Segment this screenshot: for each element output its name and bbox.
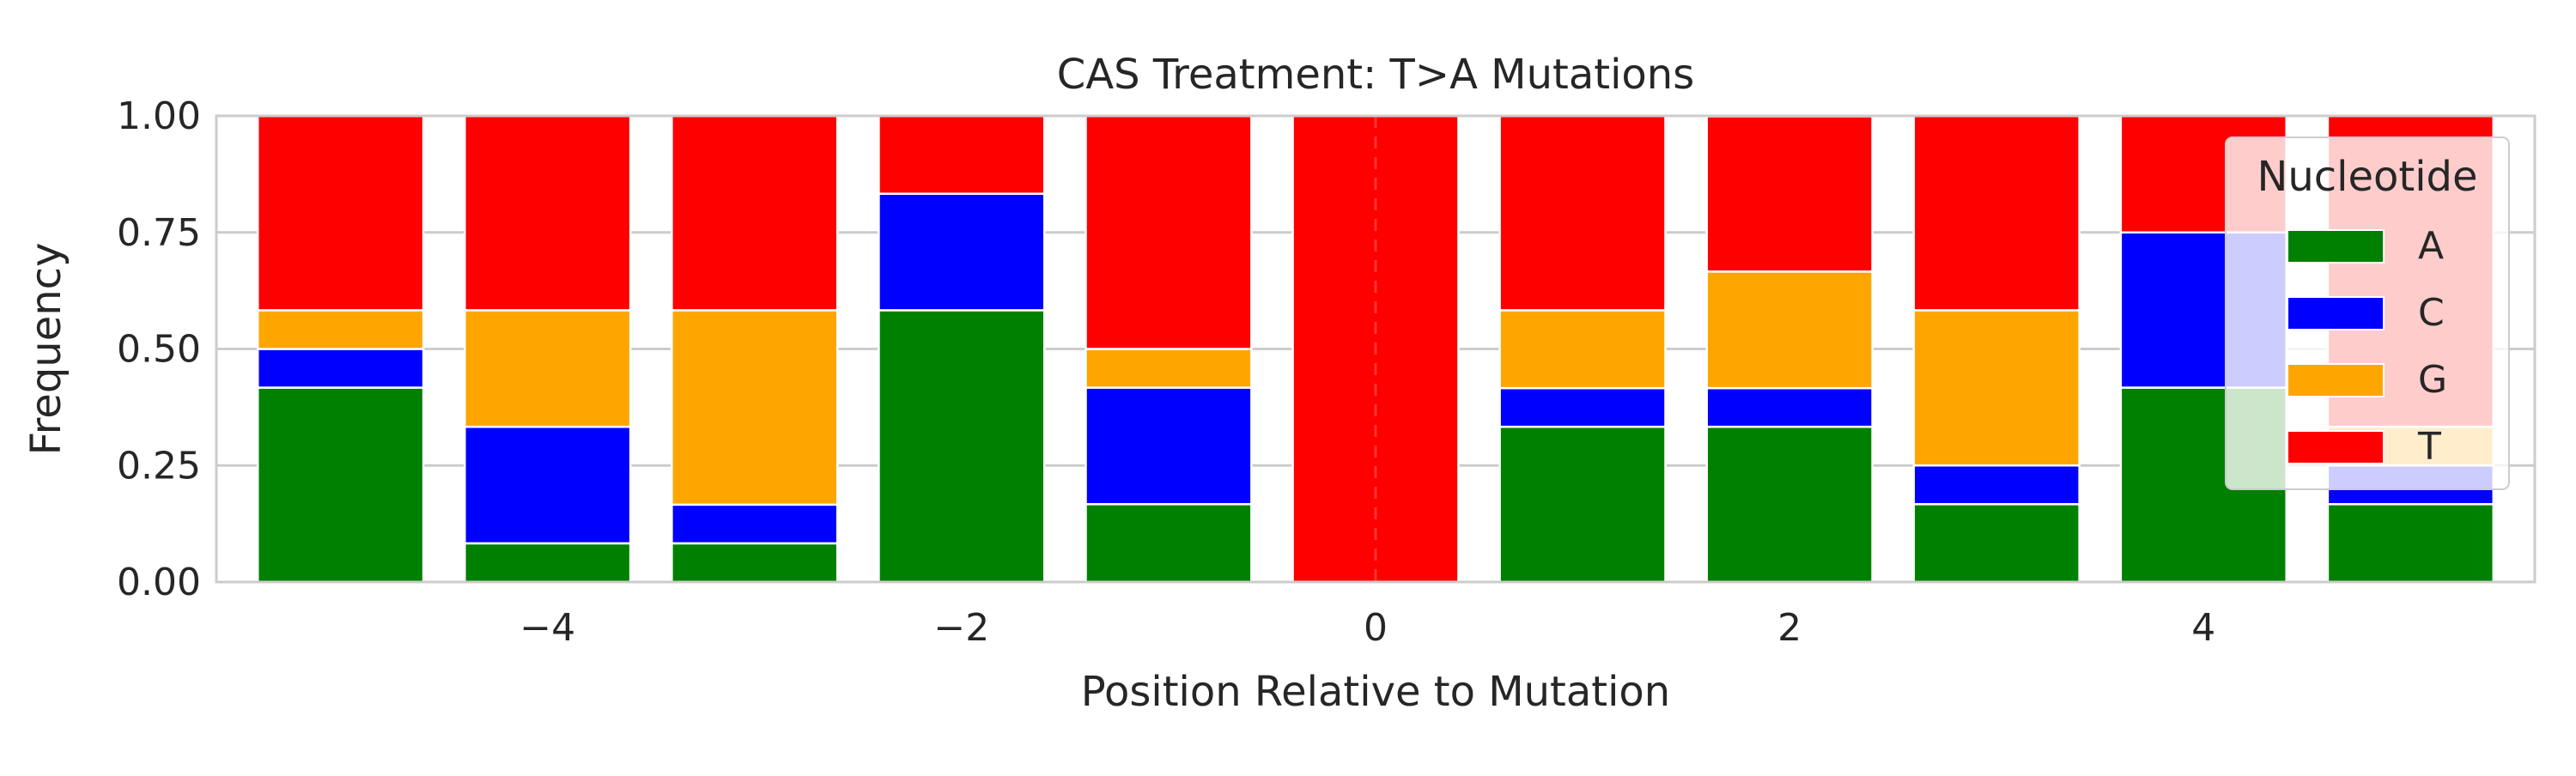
y-tick-label: 0.75 bbox=[117, 211, 201, 255]
bar-segment-C bbox=[1912, 464, 2081, 506]
x-tick-label: −4 bbox=[519, 606, 575, 650]
x-tick-labels: −4 −2 0 2 4 bbox=[519, 606, 2215, 650]
bar-segment-T bbox=[1498, 114, 1667, 312]
bar-segment-C bbox=[464, 425, 632, 545]
y-tick-label: 1.00 bbox=[117, 94, 201, 138]
bar-segment-G bbox=[1498, 309, 1667, 390]
y-axis-label: Frequency bbox=[22, 243, 70, 456]
bar-segment-A bbox=[1498, 425, 1667, 584]
bar-segment-C bbox=[1084, 386, 1253, 506]
y-tick-label: 0.00 bbox=[117, 561, 201, 604]
legend-swatch-A bbox=[2287, 229, 2385, 264]
legend-label-A: A bbox=[2418, 224, 2444, 268]
bar-segment-T bbox=[671, 114, 839, 312]
bar-segment-T bbox=[1705, 115, 1874, 273]
bar-segment-G bbox=[1705, 270, 1874, 390]
plot-frame bbox=[215, 114, 2537, 584]
bar-segment-C bbox=[1498, 386, 1667, 428]
bar-segment-C bbox=[878, 192, 1046, 312]
bar-segment-A bbox=[1084, 503, 1253, 584]
bar-segment-A bbox=[878, 309, 1046, 584]
bar-segment-A bbox=[671, 542, 839, 584]
x-tick-label: 0 bbox=[1364, 606, 1388, 650]
bar-segment-A bbox=[464, 542, 632, 584]
bar-segment-T bbox=[1912, 114, 2081, 312]
bar-segment-C bbox=[671, 503, 839, 545]
y-tick-labels: 0.00 0.25 0.50 0.75 1.00 bbox=[117, 94, 201, 604]
y-tick-label: 0.50 bbox=[117, 328, 201, 372]
bar-segment-G bbox=[464, 309, 632, 428]
x-tick-label: −2 bbox=[933, 606, 989, 650]
legend-swatch-G bbox=[2287, 363, 2385, 397]
bar-segment-T bbox=[464, 114, 632, 312]
bar-segment-T bbox=[1084, 114, 1253, 350]
bar-segment-G bbox=[1084, 348, 1253, 389]
bars bbox=[256, 114, 2495, 584]
bar-segment-A bbox=[256, 386, 425, 584]
x-axis-label: Position Relative to Mutation bbox=[1081, 668, 1670, 716]
bar-segment-C bbox=[256, 348, 425, 389]
bar-segment-A bbox=[1912, 503, 2081, 584]
bar-segment-T bbox=[256, 114, 425, 312]
bar-segment-A bbox=[1705, 425, 1874, 584]
legend-swatch-C bbox=[2287, 296, 2385, 330]
bar-segment-A bbox=[2326, 503, 2495, 584]
legend-swatch-T bbox=[2287, 430, 2385, 464]
legend-title: Nucleotide bbox=[2257, 153, 2477, 201]
legend-label-T: T bbox=[2417, 425, 2441, 469]
y-tick-label: 0.25 bbox=[117, 444, 201, 488]
bar-segment-G bbox=[671, 309, 839, 506]
legend-label-C: C bbox=[2418, 291, 2445, 335]
bar-segment-C bbox=[1705, 386, 1874, 428]
chart-title: CAS Treatment: T>A Mutations bbox=[1057, 51, 1694, 99]
bar-segment-G bbox=[1912, 309, 2081, 467]
x-tick-label: 2 bbox=[1777, 606, 1801, 650]
legend-label-G: G bbox=[2418, 358, 2447, 402]
bar-segment-T bbox=[878, 114, 1046, 195]
x-tick-label: 4 bbox=[2191, 606, 2215, 650]
bar-segment-G bbox=[256, 309, 425, 350]
